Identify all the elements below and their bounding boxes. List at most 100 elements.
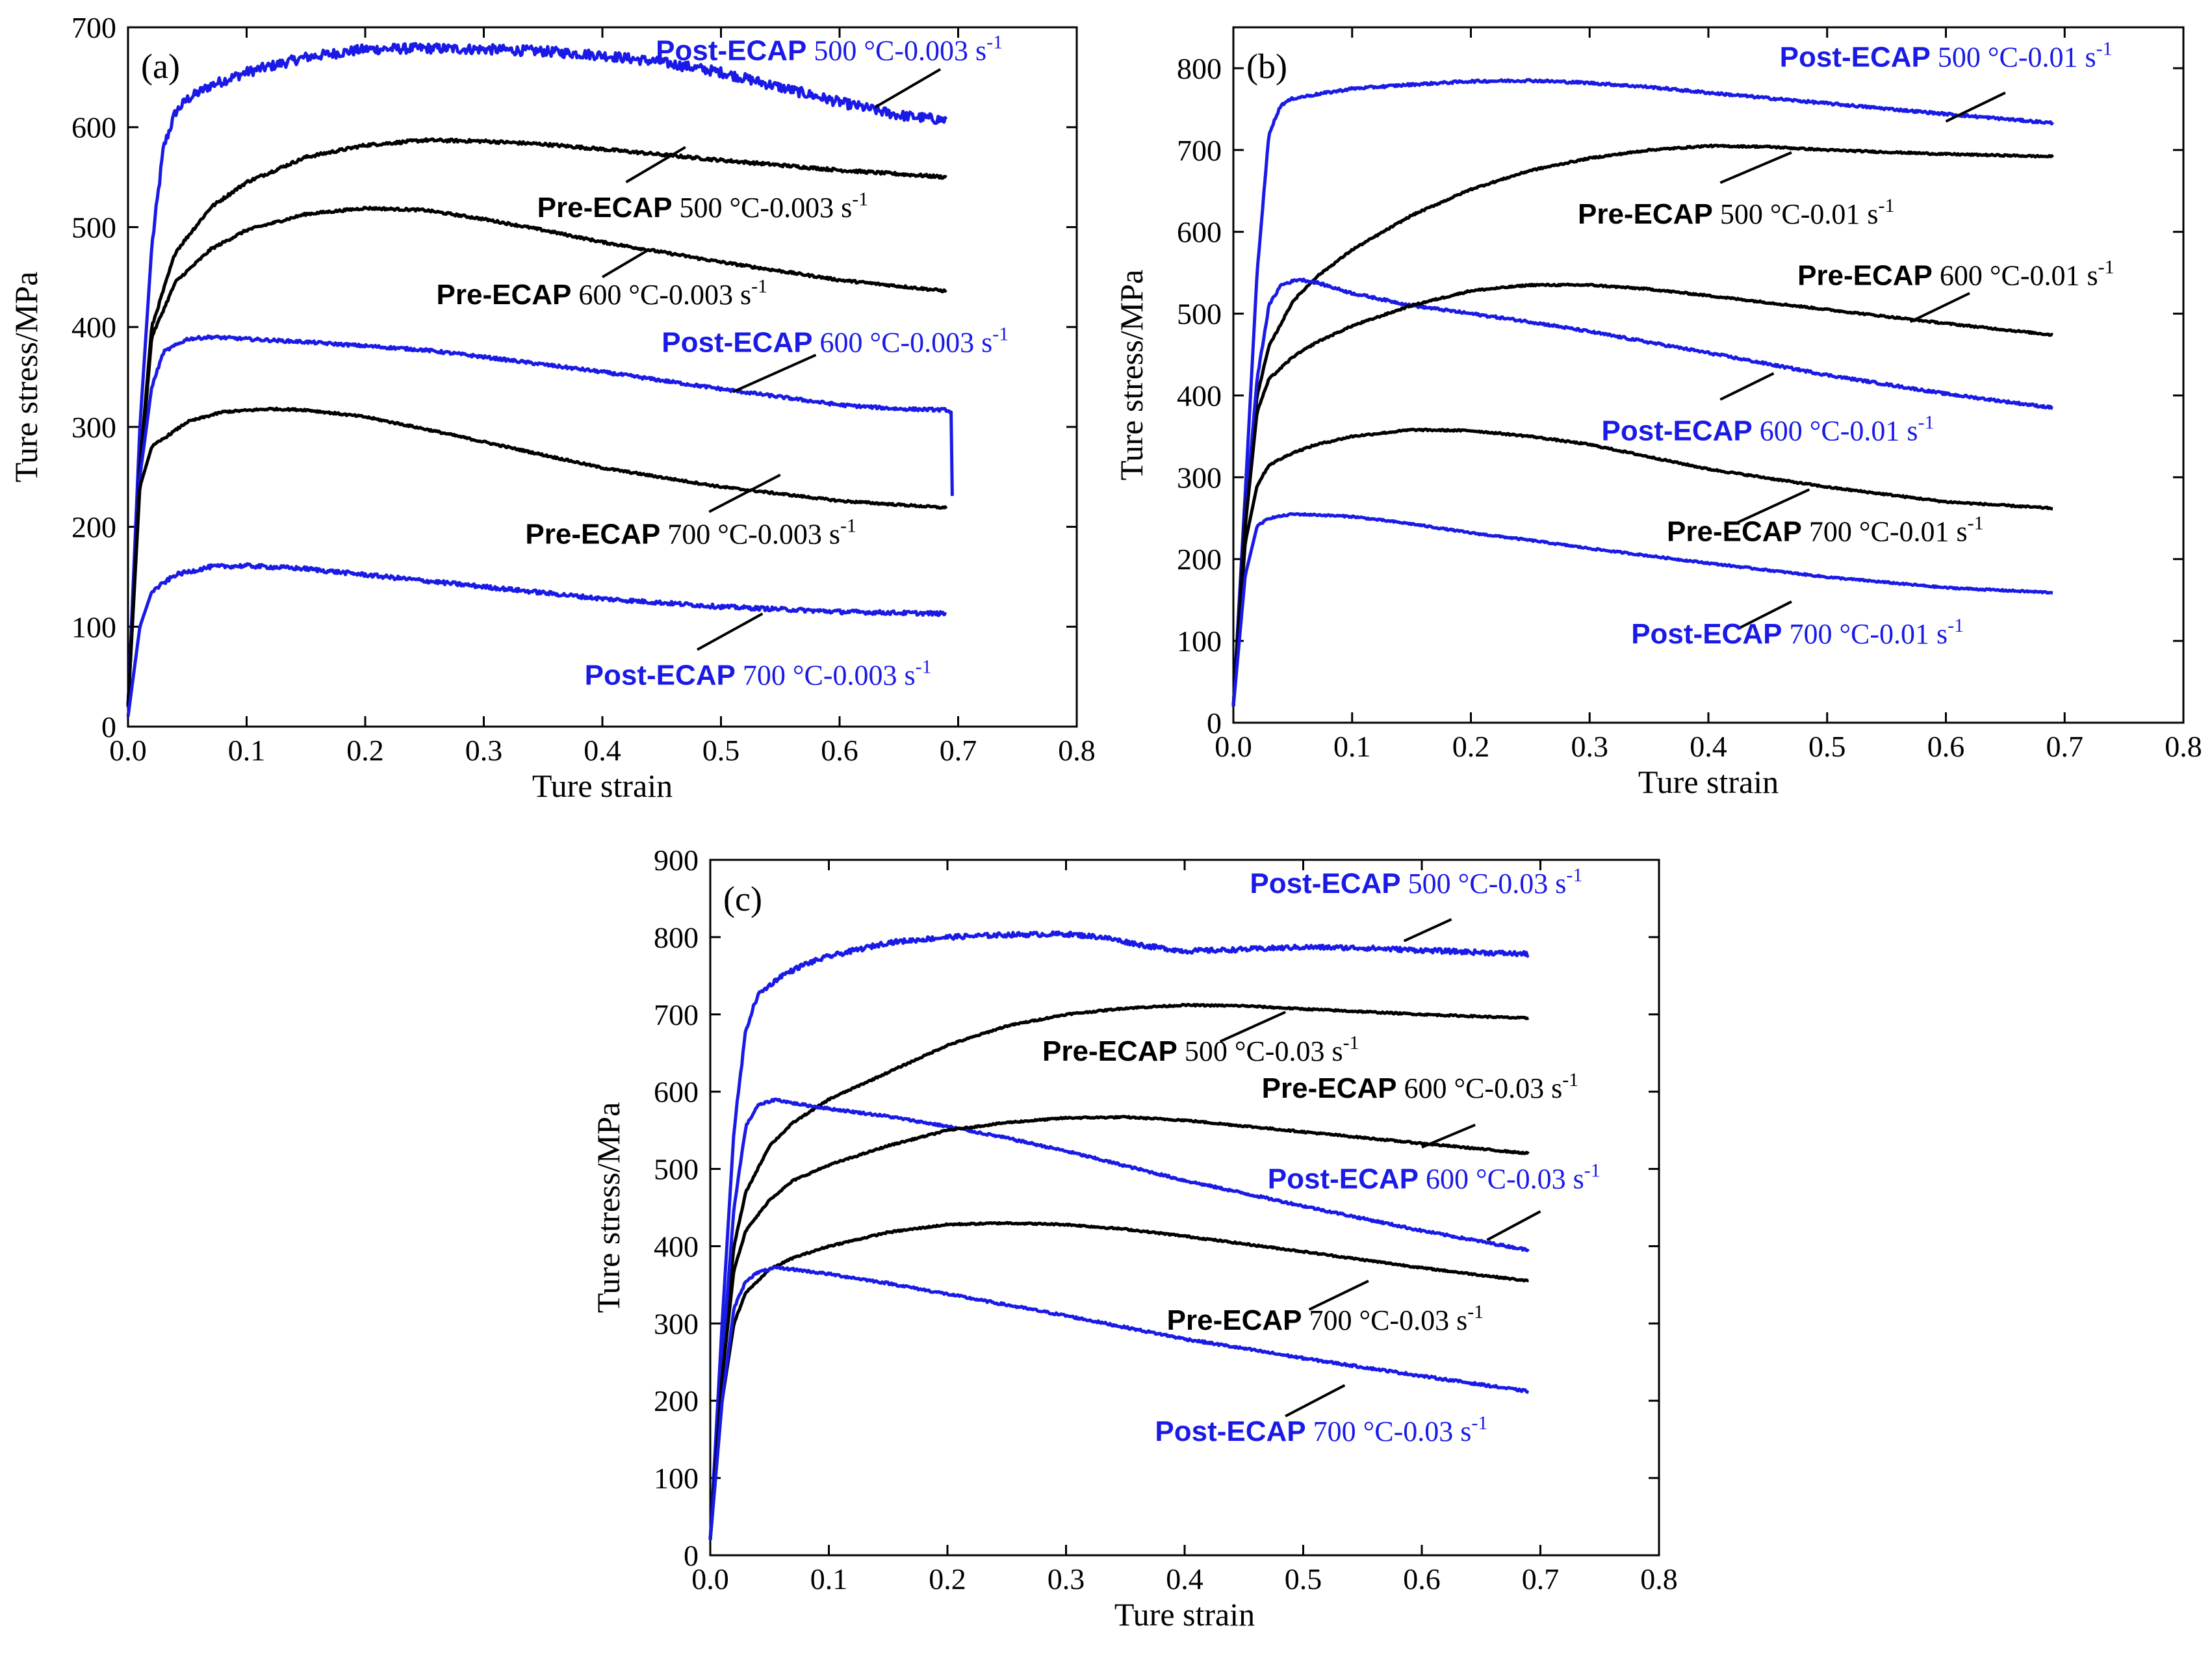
panel-a: 0.0 0.1 0.2 0.3 0.4 0.5 0.6 0.7 0.8 0 100 200 300 400…	[8, 11, 1096, 804]
annotation-state: Pre-ECAP	[1262, 1072, 1397, 1104]
series-annotation: Pre-ECAP 700 °C-0.03 s-1	[1167, 1301, 1484, 1336]
series-line: Pre-ECAP 700 °C-0.003 s-1	[126, 406, 948, 707]
annotation-state: Pre-ECAP	[1797, 260, 1933, 292]
series-annotation: Pre-ECAP 600 °C-0.01 s-1	[1797, 257, 2115, 292]
series-line: Post-ECAP 500 °C-0.03 s-1	[708, 930, 1530, 1540]
annotation-condition: 600 °C-0.003 s	[571, 279, 751, 311]
annotation-exponent: -1	[1918, 412, 1934, 433]
annotation-state: Post-ECAP	[1250, 868, 1400, 899]
annotation-exponent: -1	[751, 276, 767, 297]
y-tick-label: 500	[654, 1153, 699, 1186]
annotation-condition: 500 °C-0.01 s	[1713, 198, 1879, 230]
y-tick-label: 0	[684, 1539, 699, 1572]
x-tick-label: 0.1	[228, 734, 266, 767]
series-annotation: Post-ECAP 700 °C-0.003 s-1	[585, 656, 932, 691]
series-line: Post-ECAP 500 °C-0.01 s-1	[1231, 78, 2055, 706]
panel-label: (c)	[723, 879, 762, 918]
y-tick-label: 600	[1177, 216, 1222, 249]
annotation-leader-line	[601, 248, 651, 279]
series-line: Post-ECAP 600 °C-0.003 s-1	[126, 334, 954, 707]
annotation-leader-line	[1945, 91, 2006, 123]
annotation-leader-line	[1909, 292, 1970, 323]
annotation-leader-line	[625, 146, 686, 183]
y-tick-label: 300	[1177, 461, 1222, 494]
series-annotation: Pre-ECAP 500 °C-0.03 s-1	[1042, 1032, 1359, 1067]
annotation-state: Pre-ECAP	[1042, 1035, 1177, 1067]
y-tick-label: 0	[1207, 706, 1222, 740]
y-tick-label: 100	[71, 610, 116, 643]
annotation-state: Post-ECAP	[585, 659, 736, 691]
series-line: Post-ECAP 700 °C-0.01 s-1	[1231, 511, 2053, 707]
annotation-leader-line	[1403, 918, 1452, 942]
annotation-condition: 500 °C-0.003 s	[672, 192, 852, 224]
annotation-condition: 500 °C-0.03 s	[1401, 868, 1567, 899]
annotation-leader-line	[1308, 1280, 1369, 1311]
series-annotation: Pre-ECAP 500 °C-0.003 s-1	[537, 188, 869, 224]
series-line: Pre-ECAP 500 °C-0.03 s-1	[708, 1003, 1529, 1540]
series-annotation: Pre-ECAP 500 °C-0.01 s-1	[1578, 195, 1895, 230]
annotation-state: Pre-ECAP	[437, 279, 572, 311]
annotation-state: Post-ECAP	[1155, 1416, 1305, 1447]
y-tick-label: 400	[654, 1230, 699, 1263]
x-tick-label: 0.2	[929, 1562, 966, 1596]
annotation-leader-line	[708, 473, 781, 513]
x-tick-label: 0.0	[691, 1562, 729, 1596]
x-tick-label: 0.6	[1927, 730, 1965, 763]
y-tick-label: 500	[1177, 298, 1222, 331]
series-annotation: Post-ECAP 500 °C-0.003 s-1	[656, 32, 1003, 67]
y-tick-label: 200	[1177, 543, 1222, 576]
annotation-condition: 600 °C-0.01 s	[1753, 415, 1918, 447]
y-tick-label: 500	[71, 211, 116, 244]
annotation-exponent: -1	[1467, 1301, 1484, 1323]
annotation-state: Pre-ECAP	[1578, 198, 1713, 230]
y-axis-title: Ture stress/MPa	[590, 1102, 626, 1313]
annotation-leader-line	[874, 68, 942, 109]
annotation-exponent: -1	[1584, 1159, 1601, 1181]
annotation-condition: 600 °C-0.03 s	[1396, 1072, 1562, 1104]
annotation-condition: 600 °C-0.01 s	[1933, 260, 2098, 292]
x-tick-label: 0.3	[465, 734, 503, 767]
y-tick-label: 600	[71, 111, 116, 144]
annotation-exponent: -1	[1879, 195, 1895, 216]
series-annotation: Pre-ECAP 600 °C-0.03 s-1	[1262, 1069, 1579, 1104]
x-tick-label: 0.8	[2165, 730, 2202, 763]
x-axis-title: Ture strain	[1638, 764, 1779, 800]
x-tick-label: 0.6	[821, 734, 858, 767]
annotation-leader-line	[697, 612, 764, 651]
x-axis-title: Ture strain	[1114, 1596, 1255, 1633]
series-annotation: Post-ECAP 600 °C-0.03 s-1	[1268, 1159, 1601, 1195]
y-tick-label: 100	[654, 1462, 699, 1495]
y-tick-label: 300	[654, 1307, 699, 1340]
series-annotation: Pre-ECAP 600 °C-0.003 s-1	[437, 276, 768, 311]
series-annotation: Post-ECAP 500 °C-0.01 s-1	[1780, 38, 2113, 73]
annotation-leader-line	[1737, 488, 1810, 524]
series-line: Post-ECAP 500 °C-0.003 s -1	[126, 42, 948, 707]
panel-c: 0.0 0.1 0.2 0.3 0.4 0.5 0.6 0.7 0.8 0 100 200 300 400…	[590, 844, 1678, 1633]
annotation-condition: 700 °C-0.01 s	[1802, 516, 1968, 548]
series-annotation: Post-ECAP 600 °C-0.01 s-1	[1602, 412, 1935, 447]
series-line: Post-ECAP 700 °C-0.003 s-1	[126, 562, 947, 717]
x-tick-label: 0.7	[940, 734, 977, 767]
x-tick-label: 0.4	[1166, 1562, 1203, 1596]
annotation-leader-line	[1285, 1384, 1346, 1417]
x-tick-label: 0.2	[346, 734, 384, 767]
series-annotation: Pre-ECAP 700 °C-0.003 s-1	[525, 515, 856, 550]
series-annotation: Post-ECAP 500 °C-0.03 s-1	[1250, 864, 1582, 899]
series-line: Post-ECAP 700 °C-0.03 s -1	[708, 1265, 1529, 1540]
annotation-leader-line	[1719, 372, 1775, 401]
annotation-leader-line	[1737, 600, 1792, 630]
annotation-leader-line	[1486, 1210, 1541, 1241]
y-tick-label: 400	[71, 311, 116, 344]
panel-label: (b)	[1246, 47, 1287, 86]
annotation-condition: 700 °C-0.03 s	[1306, 1416, 1472, 1447]
annotation-leader-line	[1219, 1011, 1286, 1043]
annotation-exponent: -1	[840, 515, 856, 537]
x-tick-label: 0.4	[584, 734, 621, 767]
y-axis-title: Ture stress/MPa	[1113, 270, 1150, 481]
annotation-state: Pre-ECAP	[525, 519, 660, 550]
x-axis-title: Ture strain	[532, 768, 673, 804]
y-tick-label: 200	[71, 511, 116, 544]
x-tick-label: 0.0	[109, 734, 147, 767]
y-tick-label: 700	[654, 998, 699, 1031]
